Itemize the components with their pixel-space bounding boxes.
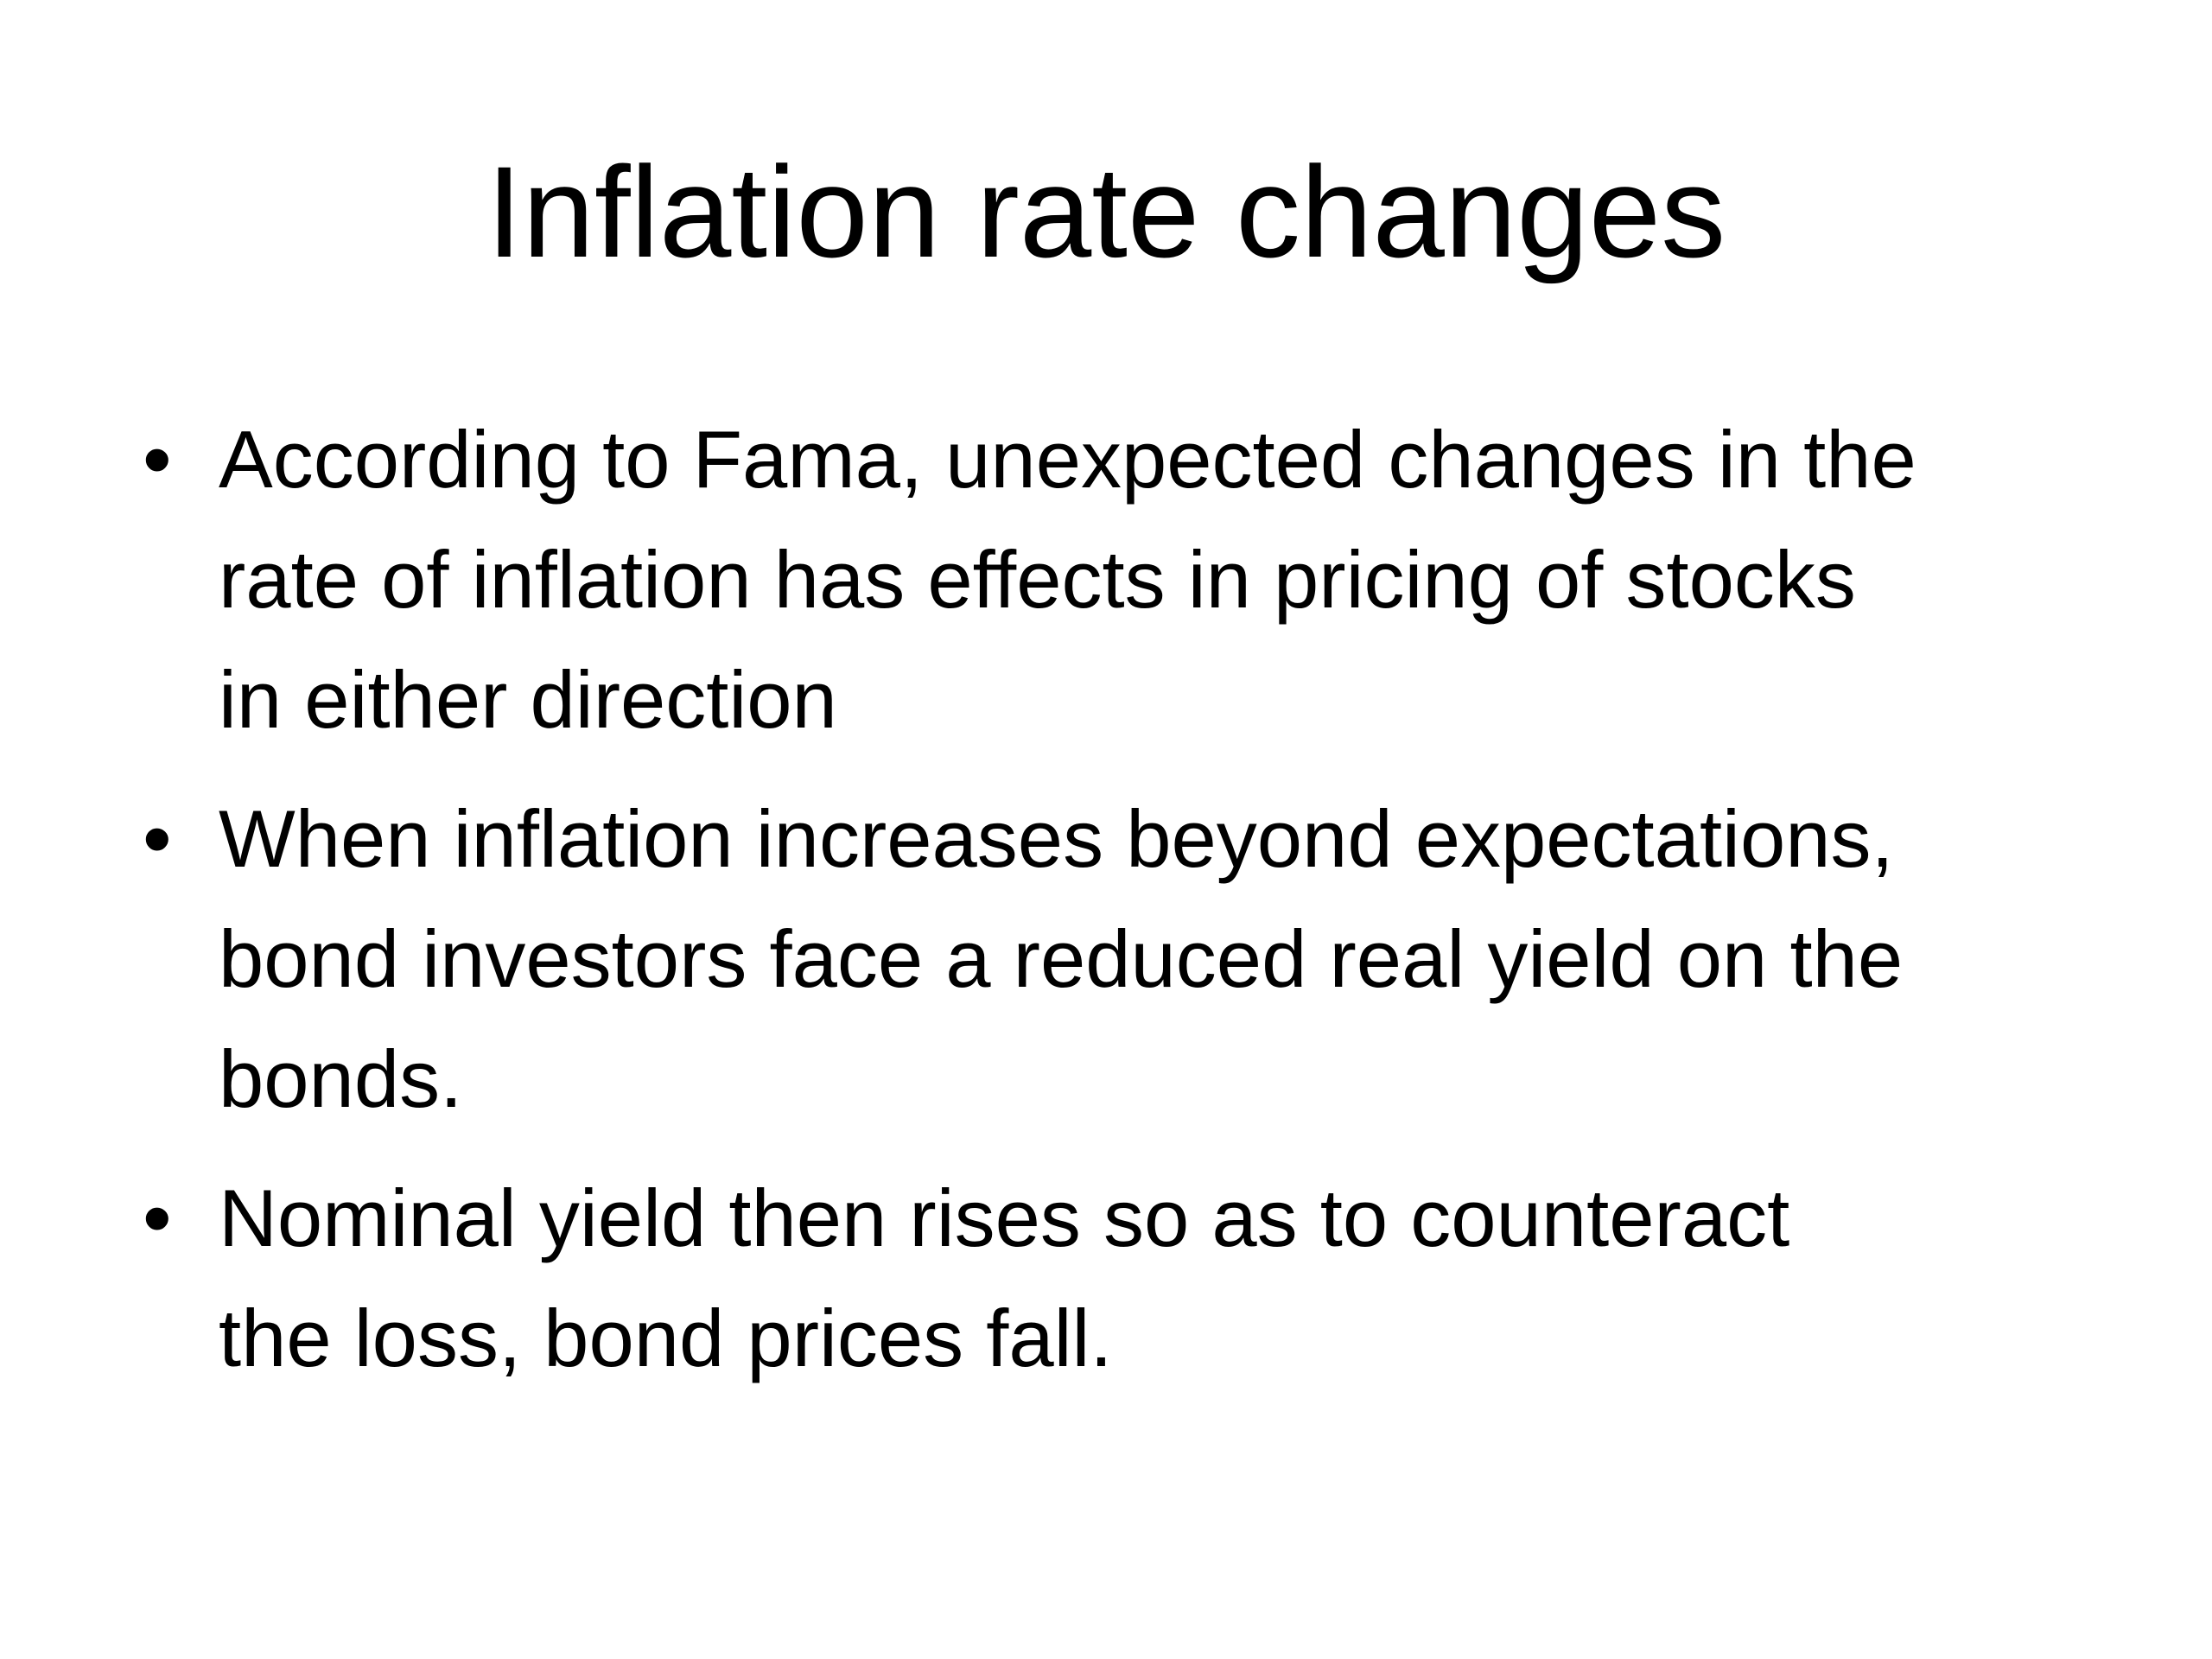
bullet-line: bond investors face a reduced real yield… [219,913,1904,1004]
bullet-line: the loss, bond prices fall. [219,1293,1113,1383]
bullet-line: rate of inflation has effects in pricing… [219,534,1856,625]
bullet-item: • Nominal yield then rises so as to count… [143,1158,2197,1398]
bullet-list: • According to Fama, unexpected changes i… [143,399,2197,1417]
bullet-line: When inflation increases beyond expectat… [219,793,1894,884]
slide-title: Inflation rate changes [486,139,1726,284]
bullet-line: Nominal yield then rises so as to counte… [219,1173,1790,1263]
bullet-item: • According to Fama, unexpected changes i… [143,399,2197,760]
bullet-line: in either direction [219,654,837,745]
bullet-dot: • [143,1172,172,1264]
bullet-dot: • [143,413,172,505]
bullet-line: According to Fama, unexpected changes in… [219,414,1916,505]
bullet-item: • When inflation increases beyond expecta… [143,779,2197,1139]
bullet-line: bonds. [219,1033,463,1124]
bullet-dot: • [143,792,172,885]
